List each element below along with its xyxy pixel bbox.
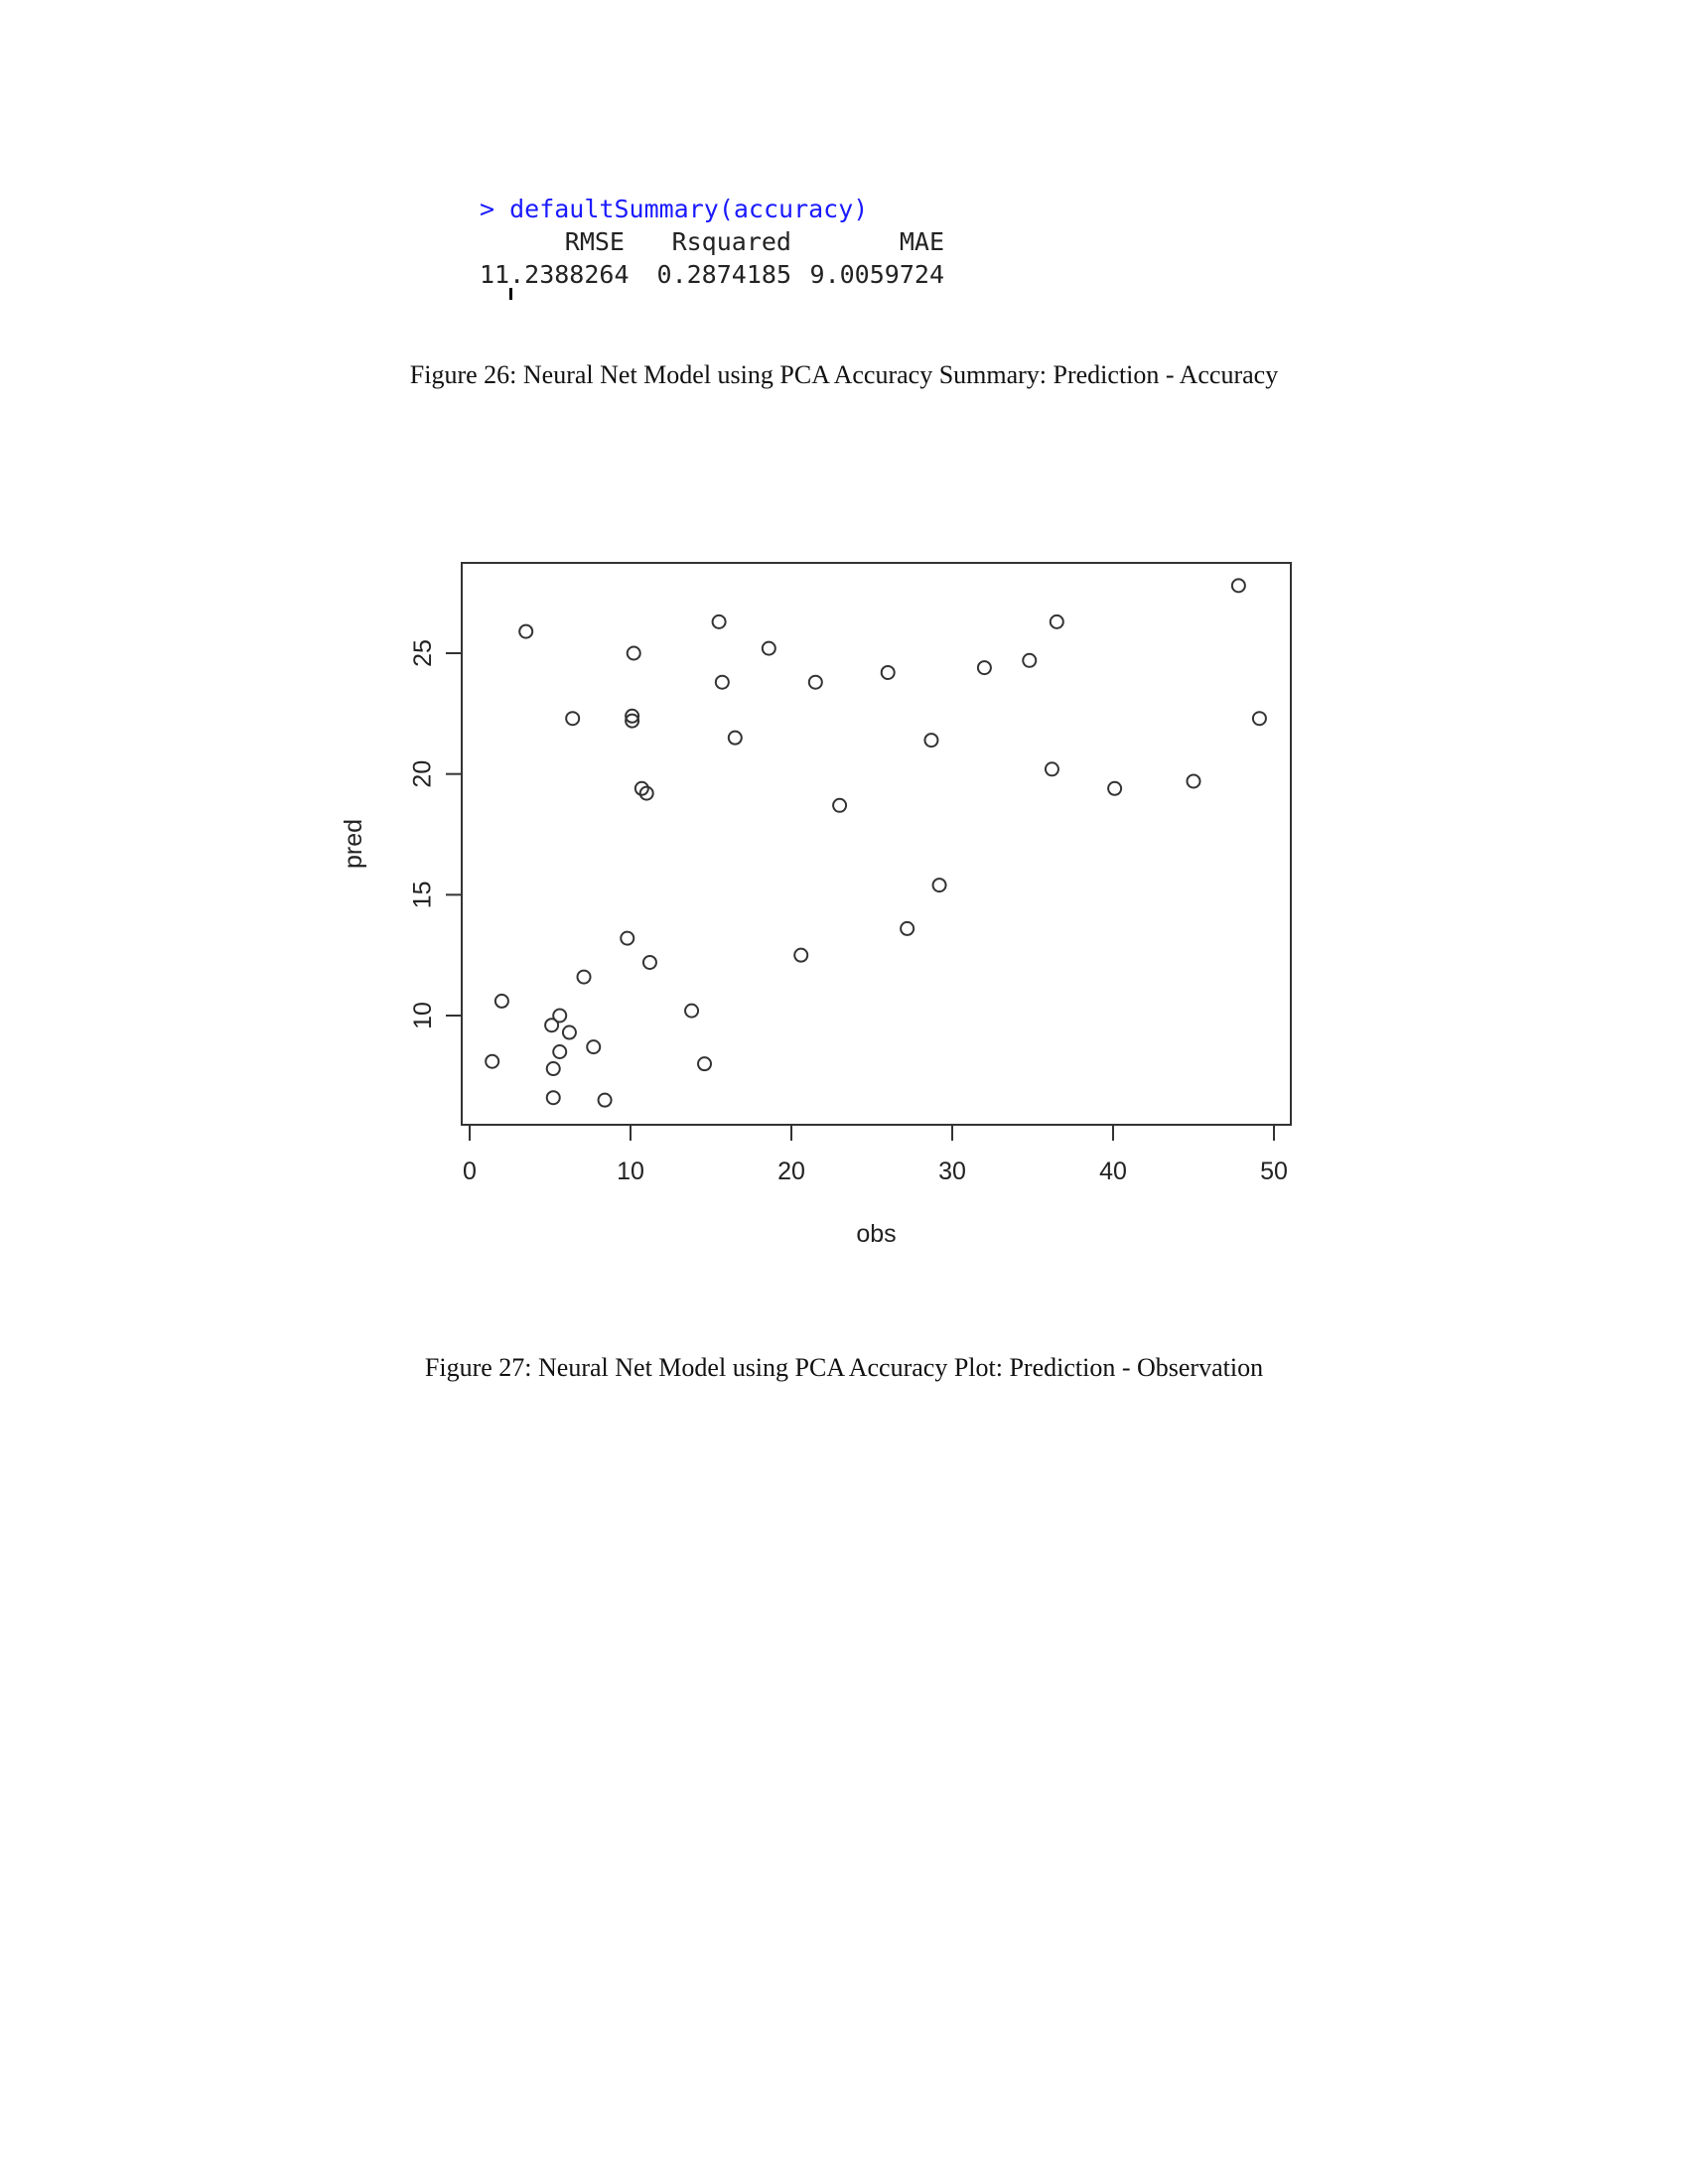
- plot-axes: 0 10 20 30 40 50 10 15 20 25: [409, 562, 1292, 1185]
- figure-27-caption: Figure 27: Neural Net Model using PCA Ac…: [424, 1353, 1264, 1382]
- x-axis-label: obs: [856, 1220, 896, 1248]
- console-value-row: 11.2388264 0.2874185 9.0059724: [480, 258, 944, 291]
- r-console-output: > defaultSummary(accuracy) RMSE Rsquared…: [480, 193, 944, 300]
- data-point: [565, 711, 581, 727]
- x-tick-label: 30: [938, 1158, 966, 1185]
- data-point: [1022, 652, 1038, 668]
- data-point: [586, 1039, 602, 1055]
- data-point: [552, 1008, 568, 1024]
- data-point: [880, 664, 896, 680]
- data-point: [1049, 614, 1064, 629]
- header-mae: MAE: [899, 227, 944, 256]
- data-point: [633, 780, 649, 796]
- y-tick-label: 20: [409, 760, 437, 788]
- data-point: [697, 1056, 713, 1072]
- data-point: [518, 623, 534, 639]
- data-point: [597, 1092, 613, 1108]
- data-point: [1230, 578, 1246, 594]
- y-axis-label: pred: [340, 819, 367, 869]
- data-point: [620, 930, 635, 946]
- x-tick-label: 50: [1260, 1158, 1288, 1185]
- x-tick-label: 20: [777, 1158, 805, 1185]
- data-point: [493, 993, 509, 1009]
- data-point: [711, 614, 727, 629]
- data-point: [1107, 780, 1123, 796]
- data-point: [485, 1053, 500, 1069]
- data-point: [626, 645, 641, 661]
- data-point: [793, 947, 809, 963]
- data-point: [761, 640, 776, 656]
- data-point: [545, 1090, 561, 1106]
- y-tick-label: 10: [409, 1002, 437, 1029]
- scatter-plot: 0 10 20 30 40 50 10 15 20 25 obs pred: [340, 562, 1292, 1248]
- data-point: [625, 713, 640, 729]
- x-tick-label: 40: [1099, 1158, 1127, 1185]
- data-point: [552, 1044, 568, 1059]
- value-mae: 9.0059724: [809, 260, 944, 289]
- console-command: > defaultSummary(accuracy): [480, 195, 869, 223]
- data-point: [714, 674, 730, 690]
- data-point: [625, 708, 640, 724]
- data-point: [900, 920, 915, 936]
- figure-26-caption: Figure 26: Neural Net Model using PCA Ac…: [409, 360, 1279, 389]
- header-rmse: RMSE: [564, 227, 625, 256]
- data-point: [1044, 761, 1059, 777]
- data-point: [638, 785, 654, 801]
- value-rmse: 11.2388264: [480, 260, 630, 289]
- plot-points: [485, 578, 1267, 1108]
- data-point: [576, 969, 592, 985]
- text-cursor: [509, 288, 512, 300]
- data-point: [684, 1003, 700, 1019]
- data-point: [807, 674, 823, 690]
- y-tick-label: 15: [409, 881, 437, 908]
- data-point: [923, 733, 939, 749]
- data-point: [544, 1018, 560, 1033]
- data-point: [1251, 711, 1267, 727]
- data-point: [1186, 773, 1201, 789]
- plot-frame: [461, 562, 1292, 1126]
- data-point: [976, 660, 992, 676]
- y-tick-label: 25: [409, 639, 437, 667]
- x-tick-label: 10: [617, 1158, 644, 1185]
- data-point: [931, 878, 947, 893]
- value-rsquared: 0.2874185: [656, 260, 791, 289]
- console-header-row: RMSE Rsquared MAE: [480, 225, 944, 258]
- header-rsquared: Rsquared: [671, 227, 791, 256]
- data-point: [832, 797, 848, 813]
- data-point: [545, 1061, 561, 1077]
- x-tick-label: 0: [463, 1158, 477, 1185]
- data-point: [561, 1024, 577, 1040]
- data-point: [727, 730, 743, 746]
- data-point: [641, 954, 657, 970]
